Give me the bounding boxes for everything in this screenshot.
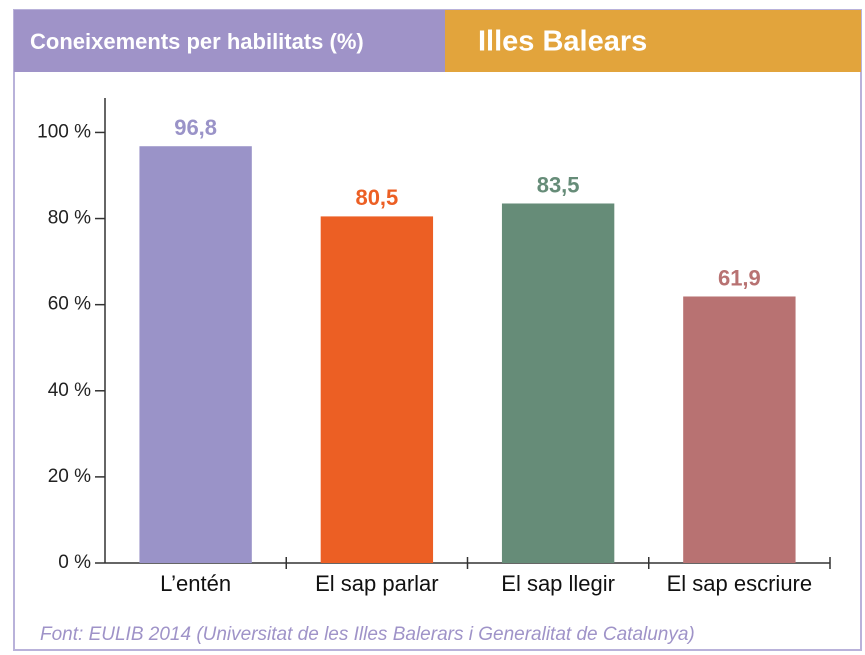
subtitle-band — [445, 10, 861, 72]
x-tick-label: El sap parlar — [315, 571, 439, 596]
value-label: 83,5 — [537, 172, 580, 197]
y-tick-label: 60 % — [48, 294, 91, 315]
y-tick-label: 80 % — [48, 208, 91, 229]
bar — [139, 146, 252, 563]
chart-subtitle: Illes Balears — [478, 26, 647, 58]
bar — [320, 216, 434, 563]
y-tick-label: 40 % — [48, 380, 91, 401]
y-tick-label: 100 % — [37, 121, 91, 142]
value-label: 61,9 — [718, 265, 761, 290]
source-note: Font: EULIB 2014 (Universitat de les Ill… — [40, 624, 695, 645]
y-tick-label: 0 % — [58, 552, 91, 573]
bar — [501, 203, 615, 563]
x-tick-label: El sap escriure — [667, 571, 813, 596]
chart-title: Coneixements per habilitats (%) — [30, 29, 364, 54]
title-band — [14, 10, 445, 72]
x-tick-label: L’entén — [160, 571, 231, 596]
bar — [683, 296, 796, 563]
y-tick-label: 20 % — [48, 466, 91, 487]
x-tick-label: El sap llegir — [501, 571, 615, 596]
value-label: 80,5 — [355, 185, 398, 210]
value-label: 96,8 — [174, 115, 217, 140]
